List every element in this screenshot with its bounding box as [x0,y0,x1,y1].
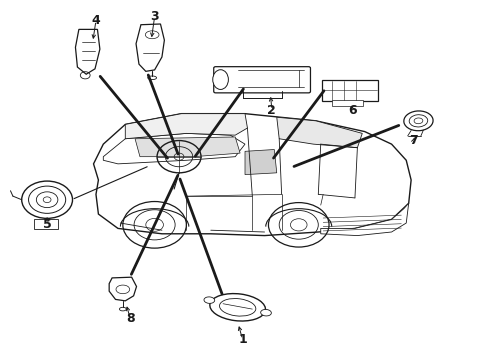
Polygon shape [135,137,240,157]
Text: 1: 1 [238,333,247,346]
Text: 8: 8 [126,311,134,325]
Polygon shape [136,24,164,71]
FancyBboxPatch shape [34,219,58,229]
Ellipse shape [210,294,266,321]
Polygon shape [103,134,245,164]
Polygon shape [125,114,247,139]
Text: 3: 3 [150,10,159,23]
Text: 2: 2 [268,104,276,117]
Text: 7: 7 [409,134,418,147]
Text: 6: 6 [348,104,357,117]
Polygon shape [75,30,100,74]
Ellipse shape [404,111,433,131]
Polygon shape [94,114,411,235]
Ellipse shape [213,70,228,89]
Text: 4: 4 [92,14,100,27]
Ellipse shape [261,310,271,316]
Polygon shape [245,149,277,175]
FancyBboxPatch shape [214,67,311,93]
Text: 5: 5 [43,218,51,231]
Polygon shape [109,277,137,301]
FancyBboxPatch shape [332,100,363,106]
Circle shape [22,181,73,219]
Ellipse shape [204,297,215,303]
Polygon shape [321,203,409,235]
FancyBboxPatch shape [322,80,378,101]
Polygon shape [277,117,362,148]
